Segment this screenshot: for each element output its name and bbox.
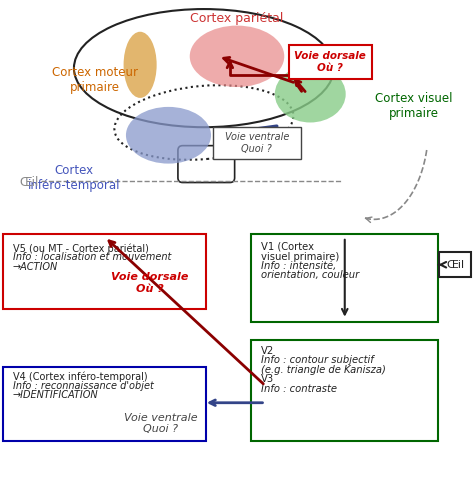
Text: Cortex moteur
primaire: Cortex moteur primaire — [52, 66, 138, 94]
Text: Œil: Œil — [447, 260, 465, 270]
Text: (e.g. triangle de Kanisza): (e.g. triangle de Kanisza) — [261, 365, 385, 375]
FancyBboxPatch shape — [439, 252, 472, 277]
Ellipse shape — [124, 32, 156, 98]
Text: Voie ventrale
Quoi ?: Voie ventrale Quoi ? — [225, 133, 289, 154]
Ellipse shape — [126, 107, 211, 164]
Text: Info : contour subjectif: Info : contour subjectif — [261, 355, 374, 365]
FancyBboxPatch shape — [3, 367, 206, 441]
Text: V3: V3 — [261, 374, 274, 384]
Text: →ACTION: →ACTION — [12, 262, 58, 272]
Text: Voie dorsale
Où ?: Voie dorsale Où ? — [294, 51, 366, 73]
FancyBboxPatch shape — [251, 234, 438, 322]
Ellipse shape — [275, 66, 346, 122]
FancyBboxPatch shape — [251, 340, 438, 441]
Text: →IDENTIFICATION: →IDENTIFICATION — [12, 390, 98, 400]
Ellipse shape — [190, 26, 284, 87]
Text: Info : intensité,: Info : intensité, — [261, 261, 336, 271]
Text: Info : reconnaissance d'objet: Info : reconnaissance d'objet — [12, 381, 154, 391]
Text: visuel primaire): visuel primaire) — [261, 252, 339, 261]
FancyBboxPatch shape — [3, 234, 206, 309]
Text: Voie ventrale
Quoi ?: Voie ventrale Quoi ? — [124, 413, 197, 434]
Text: orientation, couleur: orientation, couleur — [261, 270, 359, 280]
Text: V5 (ou MT - Cortex pariétal): V5 (ou MT - Cortex pariétal) — [12, 243, 148, 254]
Text: V4 (Cortex inféro-temporal): V4 (Cortex inféro-temporal) — [12, 372, 147, 382]
Text: Cortex visuel
primaire: Cortex visuel primaire — [375, 92, 453, 120]
Text: Info : localisation et mouvement: Info : localisation et mouvement — [12, 252, 171, 262]
Text: Voie dorsale
Où ?: Voie dorsale Où ? — [111, 272, 188, 294]
Text: V2: V2 — [261, 346, 274, 356]
Text: Cortex
inféro-temporal: Cortex inféro-temporal — [27, 164, 120, 192]
FancyBboxPatch shape — [289, 46, 372, 80]
Text: Œil: Œil — [19, 176, 39, 189]
Text: Info : contraste: Info : contraste — [261, 384, 337, 394]
FancyBboxPatch shape — [213, 127, 301, 159]
Text: V1 (Cortex: V1 (Cortex — [261, 242, 314, 252]
Text: Cortex pariétal: Cortex pariétal — [191, 12, 283, 25]
